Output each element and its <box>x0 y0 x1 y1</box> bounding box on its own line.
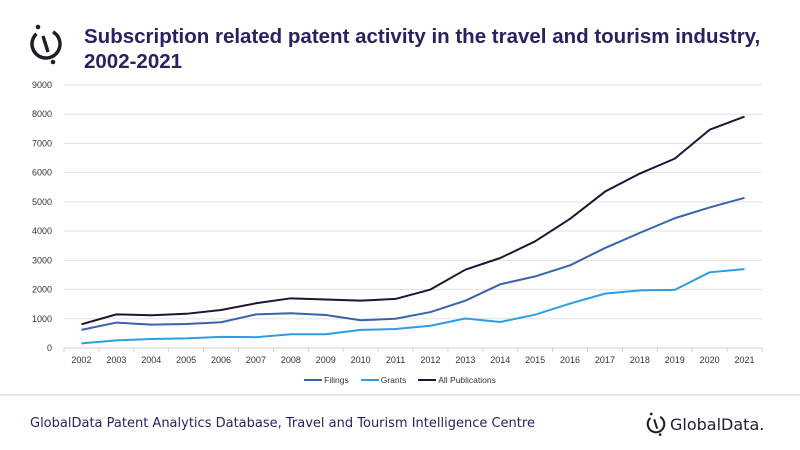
legend-item: Filings <box>304 375 349 385</box>
globaldata-mark-icon <box>646 412 666 436</box>
series-line-filings <box>81 196 745 331</box>
y-tick-label: 6000 <box>32 168 52 178</box>
globaldata-logo-icon <box>30 24 62 65</box>
legend-label: Filings <box>324 375 349 385</box>
x-tick-label: 2012 <box>420 355 440 365</box>
y-tick-label: 2000 <box>32 285 52 295</box>
legend: Filings Grants All Publications <box>0 375 800 385</box>
legend-label: All Publications <box>438 375 496 385</box>
x-tick-label: 2009 <box>316 355 336 365</box>
brand-name: GlobalData. <box>670 414 765 434</box>
source-text: GlobalData Patent Analytics Database, Tr… <box>30 416 535 431</box>
legend-item: Grants <box>360 375 407 385</box>
y-tick-label: 1000 <box>32 314 52 324</box>
y-tick-label: 9000 <box>32 80 52 90</box>
x-tick-label: 2006 <box>211 355 231 365</box>
chart-title: Subscription related patent activity in … <box>84 25 761 73</box>
x-tick-label: 2004 <box>141 355 161 365</box>
y-tick-label: 0 <box>47 343 52 353</box>
x-tick-label: 2010 <box>351 355 371 365</box>
x-tick-label: 2014 <box>490 355 510 365</box>
divider <box>0 394 800 396</box>
x-tick-label: 2018 <box>630 355 650 365</box>
x-tick-label: 2016 <box>560 355 580 365</box>
x-tick-label: 2007 <box>246 355 266 365</box>
y-tick-label: 3000 <box>32 255 52 265</box>
x-tick-label: 2008 <box>281 355 301 365</box>
x-tick-label: 2017 <box>595 355 615 365</box>
y-tick-label: 7000 <box>32 138 52 148</box>
x-tick-label: 2020 <box>700 355 720 365</box>
x-tick-label: 2002 <box>71 355 91 365</box>
x-tick-label: 2003 <box>106 355 126 365</box>
series-line-grants <box>81 268 745 345</box>
x-tick-label: 2019 <box>665 355 685 365</box>
legend-label: Grants <box>380 375 407 385</box>
legend-swatch <box>418 379 437 381</box>
y-tick-label: 4000 <box>32 226 52 236</box>
x-tick-label: 2015 <box>525 355 545 365</box>
y-tick-label: 5000 <box>32 197 52 207</box>
legend-swatch <box>304 379 323 381</box>
legend-swatch <box>360 379 379 381</box>
x-tick-label: 2013 <box>455 355 475 365</box>
series-line-all-publications <box>81 115 745 326</box>
x-tick-label: 2005 <box>176 355 196 365</box>
x-tick-label: 2011 <box>386 355 405 365</box>
line-chart: 0 1000 2000 3000 4000 5000 6000 7000 8000 9000 200… <box>32 80 763 365</box>
legend-item: All Publications <box>418 375 496 385</box>
brand-logo: GlobalData. <box>645 411 764 437</box>
y-tick-label: 8000 <box>32 109 52 119</box>
x-tick-label: 2021 <box>735 355 755 365</box>
